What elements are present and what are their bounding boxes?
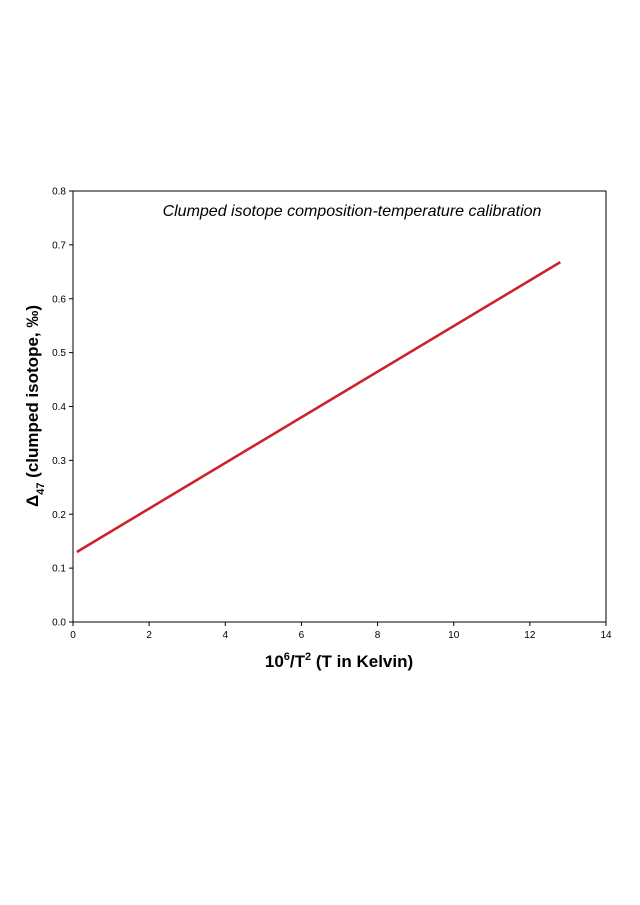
x-tick-label: 10 — [448, 630, 460, 641]
x-axis-title: 106/T2 (T in Kelvin) — [265, 651, 413, 671]
y-axis-title: Δ47 (clumped isotope, ‰) — [23, 305, 47, 507]
y-axis-title-tail: (clumped isotope, ‰) — [23, 305, 42, 483]
x-axis-title-mid: /T — [290, 652, 306, 671]
x-tick-label: 12 — [524, 630, 536, 641]
x-axis-title-sup2: 2 — [305, 651, 311, 663]
y-tick-label: 0.3 — [52, 456, 66, 467]
y-tick-label: 0.2 — [52, 510, 66, 521]
y-tick-label: 0.4 — [52, 402, 66, 413]
x-tick-label: 14 — [600, 630, 612, 641]
y-tick-label: 0.8 — [52, 187, 66, 198]
x-axis-title-tail: (T in Kelvin) — [311, 652, 413, 671]
x-tick-label: 0 — [70, 630, 76, 641]
x-axis-title-base: 10 — [265, 652, 284, 671]
calibration-line — [76, 261, 561, 554]
y-axis-title-symbol: Δ — [23, 495, 42, 507]
y-tick-label: 0.1 — [52, 564, 66, 575]
x-axis-ticks: 0 2 4 6 8 10 12 14 — [70, 622, 612, 641]
x-tick-label: 2 — [146, 630, 152, 641]
y-tick-label: 0.6 — [52, 294, 66, 305]
plot-frame — [72, 190, 607, 623]
y-tick-label: 0.7 — [52, 240, 66, 251]
y-tick-label: 0.0 — [52, 618, 66, 629]
x-tick-label: 6 — [299, 630, 305, 641]
series-layer — [76, 261, 561, 554]
x-tick-label: 4 — [223, 630, 229, 641]
x-axis-title-sup: 6 — [284, 651, 290, 663]
y-axis-ticks: 0.0 0.1 0.2 0.3 0.4 0.5 0.6 0.7 0.8 — [52, 187, 73, 629]
chart-title: Clumped isotope composition-temperature … — [163, 203, 542, 220]
y-axis-title-sub: 47 — [35, 483, 47, 495]
y-tick-label: 0.5 — [52, 348, 66, 359]
x-tick-label: 8 — [375, 630, 381, 641]
